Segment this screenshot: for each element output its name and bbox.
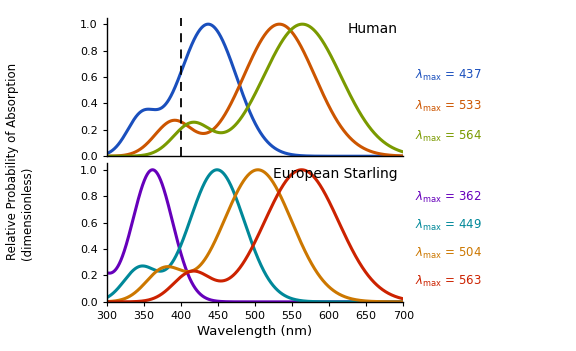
Text: $\lambda_{\rm max}$ = 563: $\lambda_{\rm max}$ = 563	[415, 273, 481, 289]
Text: Human: Human	[347, 22, 397, 36]
Text: $\lambda_{\rm max}$ = 504: $\lambda_{\rm max}$ = 504	[415, 246, 482, 261]
Text: $\lambda_{\rm max}$ = 437: $\lambda_{\rm max}$ = 437	[415, 68, 481, 83]
Text: Relative Probability of Absorption
(dimensionless): Relative Probability of Absorption (dime…	[6, 63, 34, 260]
Text: $\lambda_{\rm max}$ = 449: $\lambda_{\rm max}$ = 449	[415, 218, 482, 233]
X-axis label: Wavelength (nm): Wavelength (nm)	[198, 325, 312, 338]
Text: European Starling: European Starling	[272, 167, 397, 181]
Text: $\lambda_{\rm max}$ = 564: $\lambda_{\rm max}$ = 564	[415, 129, 482, 144]
Text: $\lambda_{\rm max}$ = 362: $\lambda_{\rm max}$ = 362	[415, 190, 481, 205]
Text: $\lambda_{\rm max}$ = 533: $\lambda_{\rm max}$ = 533	[415, 99, 481, 114]
